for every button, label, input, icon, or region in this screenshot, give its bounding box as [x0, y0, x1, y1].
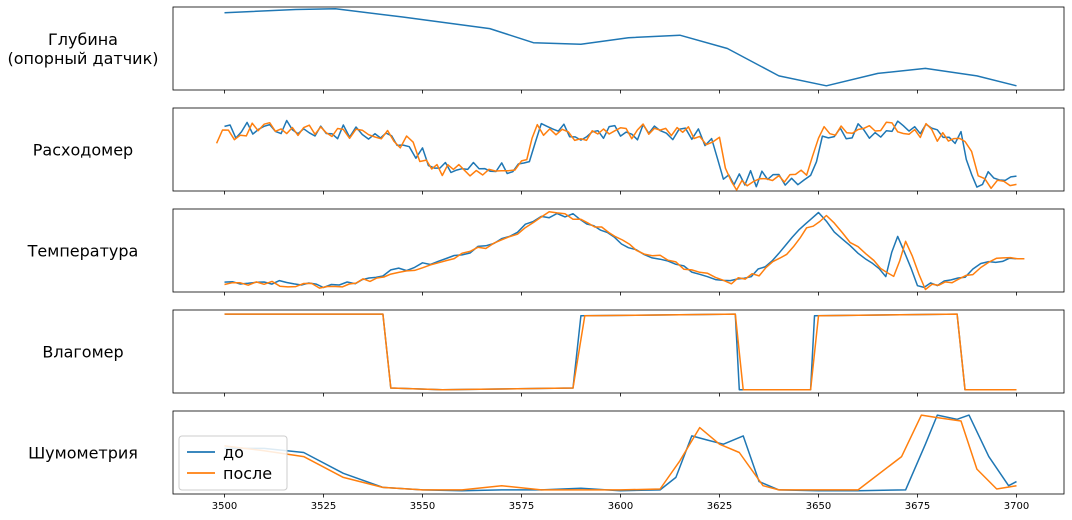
x-tick-label: 3650 — [806, 501, 831, 512]
x-tick-label: 3525 — [311, 501, 336, 512]
axes-frame-4 — [172, 309, 1065, 394]
series-line-after — [224, 414, 1017, 491]
legend-label-after: после — [223, 464, 272, 483]
series-line-before — [224, 211, 1017, 289]
legend-box — [178, 435, 288, 491]
series-line-after — [224, 313, 1017, 391]
panel-ylabel: Шумометрия — [28, 444, 138, 463]
series-line-after — [224, 210, 1025, 291]
series-line-before — [224, 119, 1017, 188]
x-tick-label: 3500 — [212, 501, 237, 512]
panel-ylabel: Температура — [27, 242, 139, 261]
panel-ylabel: (опорный датчик) — [8, 49, 159, 68]
axes-frame-1 — [172, 6, 1065, 91]
x-tick-label: 3700 — [1004, 501, 1029, 512]
legend-label-before: до — [223, 443, 244, 462]
x-tick-label: 3550 — [410, 501, 435, 512]
panel-ylabel: Расходомер — [33, 141, 133, 160]
x-tick-label: 3675 — [905, 501, 930, 512]
panel-ylabel: Влагомер — [42, 343, 123, 362]
series-line-after — [215, 121, 1017, 191]
x-tick-label: 3625 — [707, 501, 732, 512]
panel-ylabel: Глубина — [48, 30, 118, 49]
series-line-before — [224, 414, 1017, 492]
x-tick-label: 3575 — [509, 501, 534, 512]
axes-frame-2 — [172, 107, 1065, 192]
series-line-before — [224, 7, 1017, 87]
series-line-before — [224, 313, 1017, 391]
axes-frame-5 — [172, 410, 1065, 495]
axes-frame-3 — [172, 208, 1065, 293]
x-tick-label: 3600 — [608, 501, 633, 512]
